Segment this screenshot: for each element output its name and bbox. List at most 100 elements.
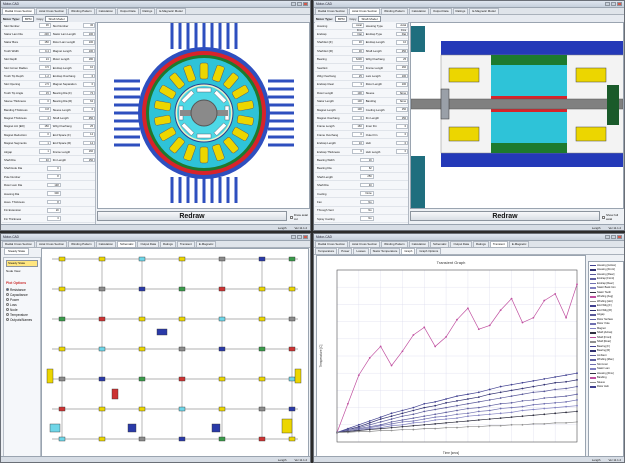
option-node[interactable]: Node [4,307,40,312]
tab-axial[interactable]: Axial Cross Section [349,8,381,14]
option-capacitance[interactable]: Capacitance [4,292,40,297]
param-value-input[interactable]: 180 [83,56,96,62]
thermal-resistor[interactable] [58,346,66,352]
param-value-input[interactable]: 62 [83,98,96,104]
param-value-input[interactable]: 150 [83,157,96,163]
param-value-input[interactable]: 25 [396,56,409,62]
tab-emag[interactable]: E-Magnetic [508,241,530,247]
param-value-input[interactable]: 16 [359,157,374,163]
param-value-input[interactable]: 0.5 [38,65,51,70]
maximize-button[interactable] [297,2,302,6]
param-value-input[interactable]: 300 [46,191,61,196]
param-value-input[interactable]: 0 [396,124,409,129]
tab-output[interactable]: Output Data [137,241,160,247]
tab-ratings[interactable]: Ratings [139,8,156,14]
param-value-input[interactable]: Flat [351,31,364,37]
thermal-resistor[interactable] [178,316,186,322]
thermal-resistor[interactable] [138,376,146,382]
param-value-input[interactable]: 148 [46,182,61,188]
thermal-resistor[interactable] [288,436,296,442]
thermal-resistor[interactable] [178,376,186,382]
thermal-resistor[interactable] [218,376,226,382]
thermal-resistor[interactable] [218,256,226,262]
subtab-losses[interactable]: Losses [353,248,369,254]
tab-emag[interactable]: E-Magnetic Model [469,8,499,14]
subtab-power[interactable]: Power [338,248,353,254]
tab-radial[interactable]: Radial Cross Section [2,241,35,247]
minimize-button[interactable] [291,2,296,6]
param-value-input[interactable]: 0 [396,149,409,154]
param-value-input[interactable]: Axial Fins [396,23,409,32]
close-button[interactable] [617,235,622,239]
tab-winding[interactable]: Winding Pattern [68,241,95,247]
param-value-input[interactable]: 100 [83,31,96,37]
param-value-input[interactable]: 6 [351,149,364,154]
param-value-input[interactable]: Axial Fins [351,23,364,32]
thermal-resistor[interactable] [258,346,266,352]
param-value-input[interactable]: 0 [83,107,96,112]
tab-winding[interactable]: Winding Pattern [381,8,408,14]
param-value-input[interactable]: 10 [351,140,364,146]
subtab-graph-options[interactable]: Graph Options [416,248,442,254]
steady-state-subtab[interactable]: Steady State [4,248,30,255]
param-value-input[interactable]: 40 [359,182,374,188]
param-value-input[interactable]: 150 [38,124,51,129]
redraw-button[interactable]: Redraw [97,211,287,221]
tab-schematic[interactable]: Schematic [116,241,137,247]
param-value-input[interactable]: 100 [83,40,96,45]
loss-source[interactable] [111,388,119,400]
thermal-resistor[interactable] [98,286,106,292]
thermal-resistor[interactable] [288,406,296,412]
param-value-input[interactable]: 25 [83,124,96,129]
tab-radial[interactable]: Radial Cross Section [315,8,348,14]
param-value-input[interactable]: 0 [396,132,409,138]
thermal-resistor[interactable] [288,376,296,382]
thermal-resistor[interactable] [98,256,106,262]
thermal-resistor[interactable] [178,406,186,412]
thermal-resistor[interactable] [258,286,266,292]
param-value-input[interactable]: 6 [83,73,96,79]
thermal-resistor[interactable] [178,346,186,352]
winding-node[interactable] [294,368,302,384]
tab-axial[interactable]: Axial Cross Section [349,241,381,247]
param-value-input[interactable]: 150 [396,115,409,121]
shaft-node[interactable] [127,423,137,433]
thermal-resistor[interactable] [218,316,226,322]
param-value-input[interactable]: No [359,207,374,213]
bearing-node[interactable] [211,423,221,433]
param-value-input[interactable]: 250 [396,48,409,54]
thermal-resistor[interactable] [58,316,66,322]
param-value-input[interactable]: 230 [38,31,51,37]
thermal-resistor[interactable] [138,256,146,262]
thermal-resistor[interactable] [178,256,186,262]
analysis-select[interactable]: Steady State [6,260,38,267]
thermal-resistor[interactable] [258,436,266,442]
thermal-resistor[interactable] [98,436,106,442]
param-value-input[interactable]: 2.5 [38,82,51,87]
param-value-input[interactable]: None [396,98,409,104]
thermal-resistor[interactable] [218,406,226,412]
tab-emag[interactable]: E-Magnetic Model [156,8,186,14]
param-value-input[interactable]: 0 [351,65,364,70]
tab-axial[interactable]: Axial Cross Section [36,8,68,14]
param-value-input[interactable]: 160 [396,65,409,70]
tab-calculation[interactable]: Calculation [95,241,116,247]
param-value-input[interactable]: 40 [38,157,51,163]
thermal-resistor[interactable] [138,286,146,292]
thermal-resistor[interactable] [138,436,146,442]
tab-radial[interactable]: Radial Cross Section [2,8,35,14]
param-value-input[interactable]: 20 [46,207,61,213]
close-button[interactable] [303,235,308,239]
thermal-resistor[interactable] [58,376,66,382]
tab-ratings[interactable]: Ratings [473,241,489,247]
thermal-resistor[interactable] [288,316,296,322]
param-value-input[interactable]: 30 [351,40,364,45]
tab-transient[interactable]: Transient [489,241,508,247]
param-value-input[interactable]: 100 [351,107,364,112]
thermal-resistor[interactable] [58,406,66,412]
thermal-resistor[interactable] [98,346,106,352]
option-temperature[interactable]: Temperature [4,312,40,317]
tab-calculation[interactable]: Calculation [408,241,429,247]
param-value-input[interactable]: 36 [83,23,96,28]
motor-type-select[interactable]: BPM [334,15,348,22]
